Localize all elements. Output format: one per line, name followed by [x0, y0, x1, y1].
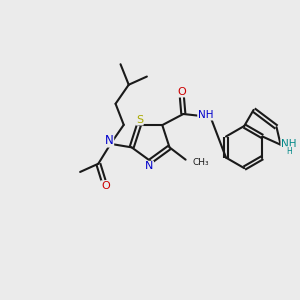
Text: N: N [105, 134, 113, 147]
Text: H: H [286, 147, 292, 156]
Text: O: O [101, 181, 110, 191]
Text: O: O [178, 87, 186, 97]
Text: CH₃: CH₃ [192, 158, 209, 166]
Text: N: N [145, 161, 153, 171]
Text: NH: NH [198, 110, 213, 120]
Text: NH: NH [281, 139, 297, 149]
Text: S: S [136, 115, 143, 125]
